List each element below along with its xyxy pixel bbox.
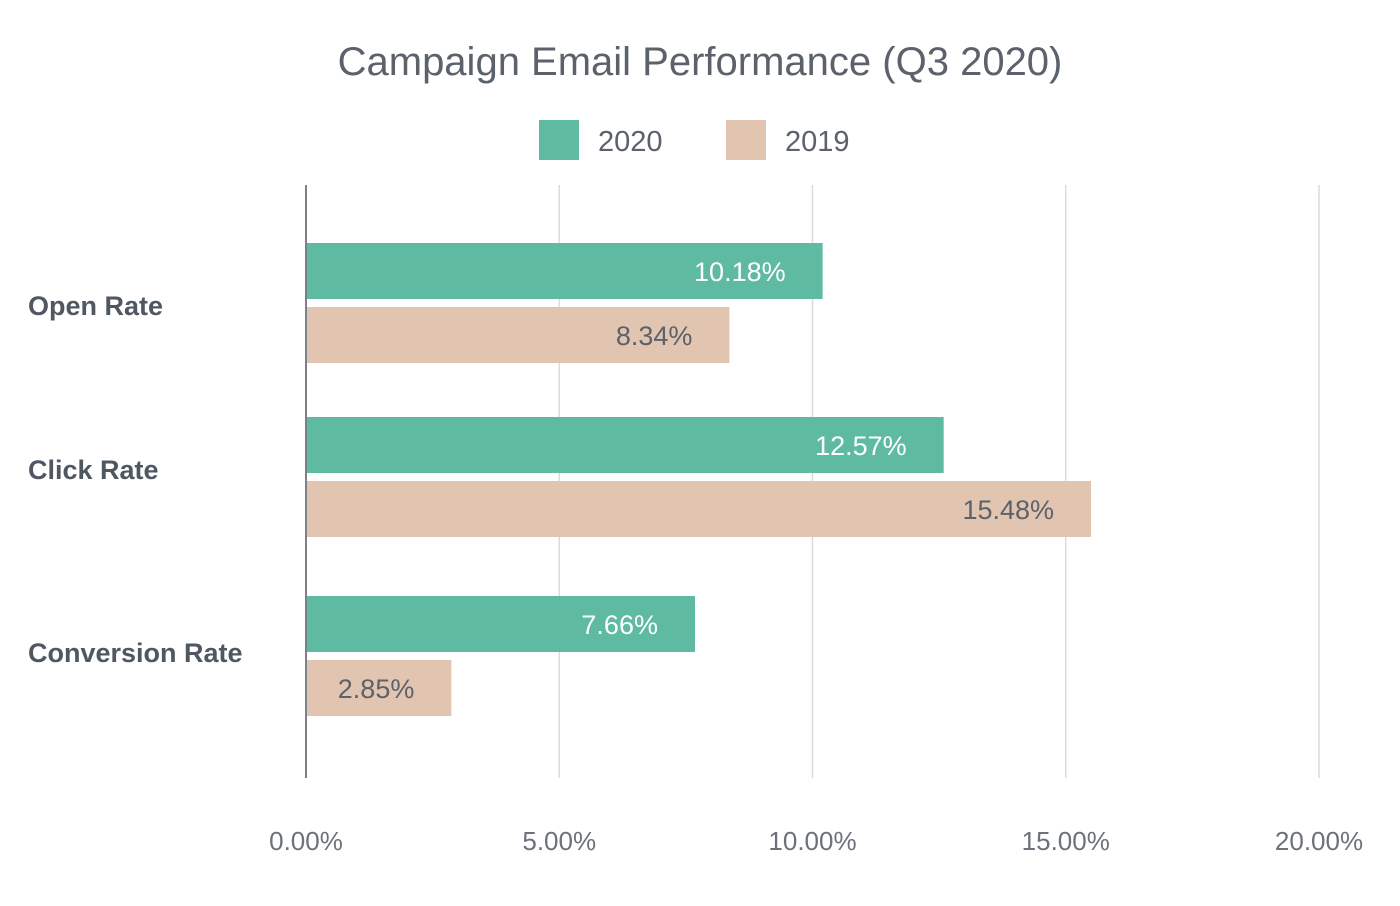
bar-2020 — [307, 417, 944, 473]
x-tick-label: 20.00% — [1275, 826, 1363, 856]
category-label: Click Rate — [28, 455, 159, 485]
category-labels: Open Rate Click Rate Conversion Rate — [28, 291, 243, 668]
bars: 10.18% 8.34% 12.57% 15.48% 7.66% 2.85% — [307, 243, 1092, 716]
legend: 2020 2019 — [539, 120, 850, 160]
x-tick-label: 15.00% — [1022, 826, 1110, 856]
data-label-2020: 10.18% — [694, 257, 786, 287]
category-label: Open Rate — [28, 291, 163, 321]
x-tick-label: 0.00% — [269, 826, 343, 856]
legend-swatch-2020 — [539, 120, 579, 160]
bar-2019 — [307, 307, 730, 363]
data-label-2019: 8.34% — [616, 321, 693, 351]
category-label: Conversion Rate — [28, 638, 243, 668]
legend-label-2019: 2019 — [785, 126, 850, 158]
bar-2019 — [307, 481, 1092, 537]
data-label-2019: 15.48% — [962, 495, 1054, 525]
data-label-2019: 2.85% — [338, 674, 415, 704]
legend-label-2020: 2020 — [598, 126, 663, 158]
bar-2020 — [307, 596, 695, 652]
bar-2020 — [307, 243, 823, 299]
x-tick-labels: 0.00% 5.00% 10.00% 15.00% 20.00% — [269, 826, 1363, 856]
x-tick-label: 5.00% — [522, 826, 596, 856]
legend-swatch-2019 — [726, 120, 766, 160]
data-label-2020: 12.57% — [815, 431, 907, 461]
chart-title: Campaign Email Performance (Q3 2020) — [338, 40, 1063, 84]
bar-2019 — [307, 660, 452, 716]
data-label-2020: 7.66% — [581, 610, 658, 640]
x-tick-label: 10.00% — [768, 826, 856, 856]
